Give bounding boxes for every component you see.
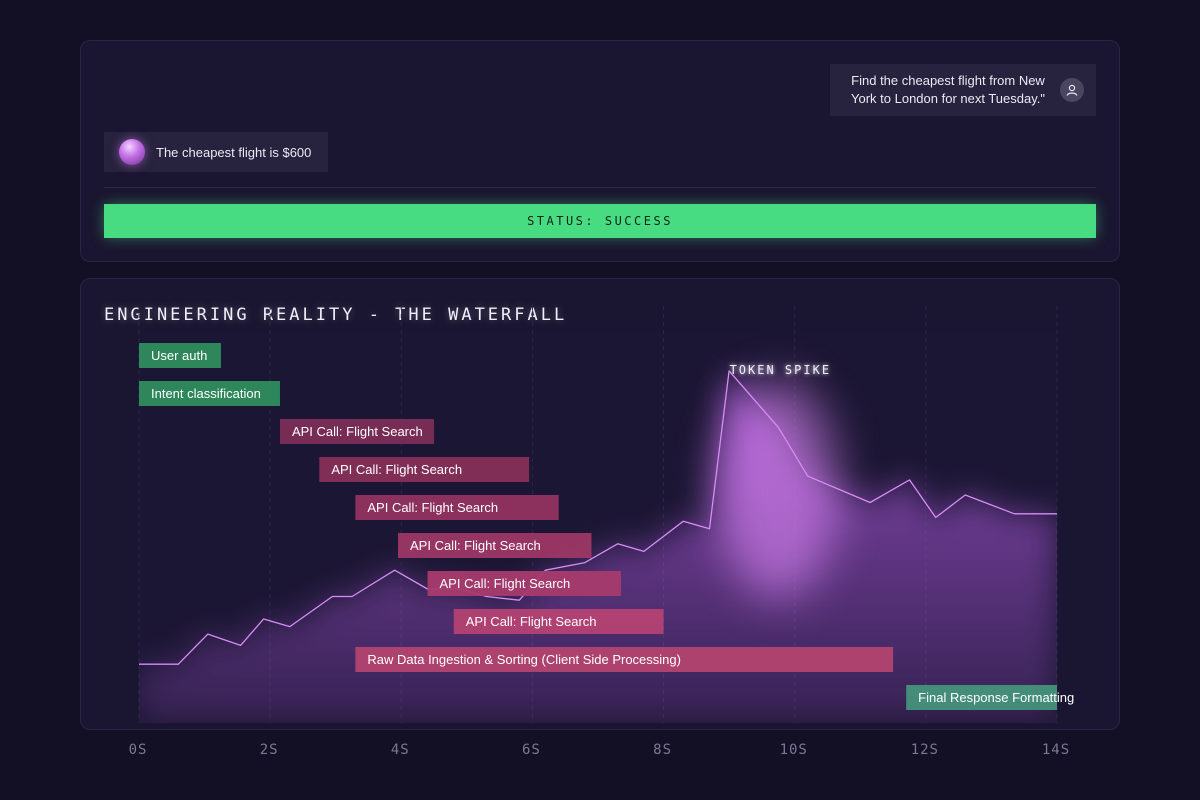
assistant-message-bubble: The cheapest flight is $600	[104, 132, 328, 172]
x-tick-label: 2S	[260, 742, 279, 758]
x-tick-label: 8S	[653, 742, 672, 758]
token-spike-label: TOKEN SPIKE	[730, 363, 831, 377]
waterfall-panel: ENGINEERING REALITY - THE WATERFALL TOKE…	[80, 278, 1120, 730]
x-tick-label: 10S	[780, 742, 808, 758]
span-label: Raw Data Ingestion & Sorting (Client Sid…	[367, 652, 681, 667]
span-label: API Call: Flight Search	[367, 500, 498, 515]
user-message-text: Find the cheapest flight from New York t…	[851, 73, 1045, 106]
span-label: Intent classification	[151, 386, 261, 401]
assistant-message-text: The cheapest flight is $600	[156, 144, 312, 160]
status-text: STATUS: SUCCESS	[527, 214, 673, 228]
x-tick-label: 14S	[1042, 742, 1070, 758]
span-bar-api-call	[279, 419, 435, 444]
span-bar-api-call	[453, 609, 664, 634]
span-label: User auth	[151, 348, 207, 363]
x-tick-label: 12S	[911, 742, 939, 758]
span-bar-final	[906, 685, 1057, 710]
token-area	[139, 370, 1057, 723]
span-bar-internal	[139, 343, 221, 368]
orb-avatar-icon	[119, 139, 145, 165]
span-bar-api-call	[427, 571, 621, 596]
span-label: API Call: Flight Search	[410, 538, 541, 553]
x-tick-label: 6S	[522, 742, 541, 758]
span-label: API Call: Flight Search	[331, 462, 462, 477]
span-label: API Call: Flight Search	[440, 576, 571, 591]
span-label: API Call: Flight Search	[292, 424, 423, 439]
status-bar: STATUS: SUCCESS	[104, 204, 1096, 238]
x-tick-label: 4S	[391, 742, 410, 758]
span-bar-internal	[139, 381, 280, 406]
span-bar-api-call	[355, 495, 559, 520]
waterfall-chart: TOKEN SPIKE User auth Intent classificatio…	[138, 306, 1074, 723]
token-spike-glow	[718, 379, 839, 599]
token-area-group	[139, 370, 1057, 723]
user-icon	[1060, 78, 1084, 102]
span-bar-processing	[355, 647, 894, 672]
chart-title: ENGINEERING REALITY - THE WATERFALL	[104, 305, 568, 325]
chat-divider	[104, 187, 1096, 188]
x-tick-label: 0S	[129, 742, 148, 758]
span-label: API Call: Flight Search	[466, 614, 597, 629]
user-message-bubble: Find the cheapest flight from New York t…	[830, 64, 1096, 116]
span-bar-api-call	[398, 533, 592, 558]
x-axis: 0S 2S 4S 6S 8S 10S 12S 14S	[129, 742, 1070, 758]
span-label: Final Response Formatting	[918, 690, 1074, 705]
token-line	[139, 370, 1057, 665]
span-bar-api-call	[319, 457, 530, 482]
chat-panel: Find the cheapest flight from New York t…	[80, 40, 1120, 262]
